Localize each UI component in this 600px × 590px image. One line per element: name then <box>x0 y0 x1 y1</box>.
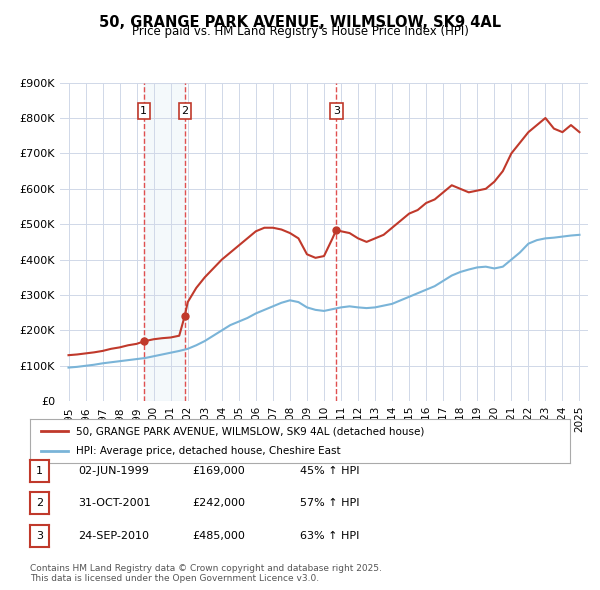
Text: 3: 3 <box>36 531 43 540</box>
Text: 50, GRANGE PARK AVENUE, WILMSLOW, SK9 4AL: 50, GRANGE PARK AVENUE, WILMSLOW, SK9 4A… <box>99 15 501 30</box>
Text: HPI: Average price, detached house, Cheshire East: HPI: Average price, detached house, Ches… <box>76 446 341 455</box>
Text: £169,000: £169,000 <box>192 466 245 476</box>
Text: Price paid vs. HM Land Registry's House Price Index (HPI): Price paid vs. HM Land Registry's House … <box>131 25 469 38</box>
Text: 02-JUN-1999: 02-JUN-1999 <box>78 466 149 476</box>
Text: 57% ↑ HPI: 57% ↑ HPI <box>300 499 359 508</box>
Text: 1: 1 <box>140 106 147 116</box>
Point <box>180 311 190 320</box>
Text: 3: 3 <box>333 106 340 116</box>
Text: 1: 1 <box>36 466 43 476</box>
Point <box>332 225 341 234</box>
Text: £485,000: £485,000 <box>192 531 245 540</box>
Text: 45% ↑ HPI: 45% ↑ HPI <box>300 466 359 476</box>
Point <box>139 337 149 346</box>
Text: £242,000: £242,000 <box>192 499 245 508</box>
Text: 31-OCT-2001: 31-OCT-2001 <box>78 499 151 508</box>
Text: 2: 2 <box>36 499 43 508</box>
Text: 2: 2 <box>181 106 188 116</box>
Bar <box>144 83 185 401</box>
Text: Contains HM Land Registry data © Crown copyright and database right 2025.
This d: Contains HM Land Registry data © Crown c… <box>30 563 382 583</box>
Text: 63% ↑ HPI: 63% ↑ HPI <box>300 531 359 540</box>
Text: 24-SEP-2010: 24-SEP-2010 <box>78 531 149 540</box>
Text: 50, GRANGE PARK AVENUE, WILMSLOW, SK9 4AL (detached house): 50, GRANGE PARK AVENUE, WILMSLOW, SK9 4A… <box>76 427 424 436</box>
